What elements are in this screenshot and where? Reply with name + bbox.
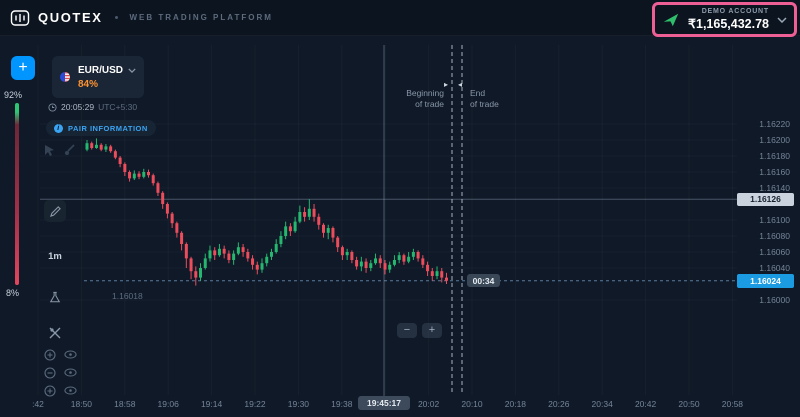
clock-icon [48,102,57,112]
end-of-trade-label: End of trade [470,88,530,110]
eye-icon [64,368,77,377]
price-axis-label: 1.16000 [759,295,790,305]
layer-row [42,365,78,380]
time-axis-label: 20:02 [417,399,440,409]
price-axis-label: 1.16060 [759,247,790,257]
chart-zoom-controls: − + [397,323,442,338]
info-icon: i [54,123,63,133]
separator-dot [114,16,118,19]
brush-tool-icon[interactable] [64,144,76,157]
top-bar: QUOTEX WEB TRADING PLATFORM [0,0,800,36]
remove-layer-button[interactable] [42,365,57,380]
price-axis-label: 1.16040 [759,263,790,273]
sentiment-up-percent: 92% [4,90,23,100]
indicators-button[interactable] [44,286,66,308]
time-axis-label: 20:58 [721,399,744,409]
pair-information-label: PAIR INFORMATION [68,123,148,133]
sentiment-bar [15,103,19,285]
time-axis-label: 20:34 [591,399,613,409]
price-axis-label: 1.16220 [759,119,790,129]
time-axis-label: 20:42 [634,399,657,409]
drawing-tool-button[interactable] [44,200,66,222]
time-axis-label: 18:50 [70,399,93,409]
trade-countdown-badge: 00:34 [467,274,500,287]
eye-icon [64,350,77,359]
asset-selector[interactable]: EUR/USD 84% [52,56,144,98]
brand-name: QUOTEX [38,10,103,25]
chevron-down-icon [777,16,787,23]
layer-row [42,347,78,362]
time-axis-label: 19:14 [200,399,223,409]
account-menu[interactable]: DEMO ACCOUNT ₹1,165,432.78 [660,7,789,32]
server-clock: 20:05:29 UTC+5:30 [48,102,137,112]
time-axis-label: 19:38 [331,399,353,409]
cursor-tool-icon[interactable] [44,144,56,157]
current-price-badge: 1.16024 [737,273,794,288]
plus-circle-icon [43,384,56,397]
price-axis-label: 1.16140 [759,183,790,193]
price-axis-label: 1.16100 [759,215,790,225]
time-axis-label: 20:18 [504,399,527,409]
add-layer-button[interactable] [42,383,57,398]
price-axis-label: 1.16200 [759,135,790,145]
crosshair-price-badge: 1.16126 [737,192,794,206]
time-axis-label: 20:10 [461,399,483,409]
trade-end-arrow-icon: ◂ [458,80,463,89]
chevron-down-icon [128,67,136,73]
price-low-label: 1.16018 [112,291,143,301]
time-axis-label: 20:26 [548,399,570,409]
time-axis-label: :42 [32,399,44,409]
eye-icon [64,386,77,395]
timeframe-button[interactable]: 1m [48,250,62,262]
price-axis-label: 1.16180 [759,151,790,161]
tools-button[interactable] [44,322,66,344]
time-axis-label: 18:58 [114,399,136,409]
flask-icon [49,291,61,302]
pair-name: EUR/USD [77,64,123,76]
beginning-of-trade-line2: of trade [415,99,444,109]
wrench-icon [49,327,61,339]
quotex-logo-icon [10,9,30,26]
pair-information-button[interactable]: i PAIR INFORMATION [46,120,156,136]
platform-subtitle: WEB TRADING PLATFORM [129,13,273,22]
beginning-of-trade-line1: Beginning [406,88,444,98]
toggle-visibility-button[interactable] [63,383,78,398]
end-of-trade-line2: of trade [470,99,499,109]
zoom-out-button[interactable]: − [397,323,417,338]
pair-text: EUR/USD 84% [78,65,136,90]
sentiment-down-percent: 8% [6,288,20,298]
pencil-icon [49,205,61,217]
time-axis-label: 20:50 [678,399,700,409]
minus-circle-icon [43,366,56,379]
zoom-in-button[interactable]: + [422,323,442,338]
add-asset-button[interactable]: + [11,56,35,80]
clock-zone: UTC+5:30 [98,102,138,112]
time-axis-label: 19:30 [287,399,310,409]
price-axis-label: 1.16160 [759,167,790,177]
clock-time: 20:05:29 [61,102,95,112]
plus-circle-icon [43,348,56,361]
payout-percent: 84% [77,78,98,90]
layer-row [42,383,78,398]
price-axis-label: 1.16080 [759,231,790,241]
time-axis-label: 19:22 [244,399,266,409]
account-text: DEMO ACCOUNT ₹1,165,432.78 [688,8,769,31]
time-axis-label: 19:06 [157,399,179,409]
account-type-label: DEMO ACCOUNT [701,8,769,15]
trade-start-arrow-icon: ▸ [444,80,449,89]
crosshair-time-badge: 19:45:17 [358,396,410,410]
eurusd-flag-icon [60,72,70,82]
beginning-of-trade-label: Beginning of trade [376,88,444,110]
toggle-visibility-button[interactable] [63,347,78,362]
highlight-annotation-box: DEMO ACCOUNT ₹1,165,432.78 [652,2,797,37]
add-layer-button[interactable] [42,347,57,362]
account-balance: ₹1,165,432.78 [688,17,769,31]
end-of-trade-line1: End [470,88,486,98]
demo-plane-icon [663,13,679,26]
toggle-visibility-button[interactable] [63,365,78,380]
